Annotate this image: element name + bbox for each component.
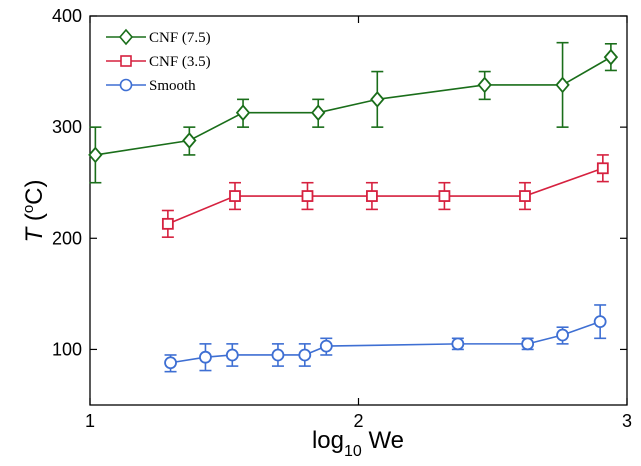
legend-label-cnf-3-5: CNF (3.5) bbox=[149, 54, 211, 70]
y-axis-label-rest: C) bbox=[21, 179, 48, 204]
data-point bbox=[235, 104, 251, 122]
series-line bbox=[170, 320, 601, 364]
data-point bbox=[451, 337, 465, 351]
legend: CNF (7.5) CNF (3.5) Smooth bbox=[106, 28, 211, 94]
legend-entry-cnf-3-5: CNF (3.5) bbox=[106, 54, 211, 70]
legend-marker-cnf-7-5 bbox=[118, 28, 134, 46]
data-point bbox=[596, 162, 609, 175]
data-point bbox=[311, 104, 326, 122]
data-point bbox=[88, 146, 103, 164]
legend-label-smooth: Smooth bbox=[149, 78, 196, 94]
series-cnf-7-5 bbox=[88, 41, 619, 184]
y-tick-label: 400 bbox=[52, 6, 82, 26]
legend-entry-cnf-7-5: CNF (7.5) bbox=[106, 28, 211, 46]
x-tick-label: 1 bbox=[85, 411, 95, 431]
legend-label-cnf-7-5: CNF (7.5) bbox=[149, 30, 211, 46]
series-layer bbox=[88, 41, 619, 373]
data-point bbox=[603, 48, 619, 66]
data-point bbox=[366, 190, 378, 202]
data-point bbox=[521, 337, 535, 351]
data-point bbox=[298, 348, 312, 362]
x-axis-label-subscript: 10 bbox=[344, 443, 362, 460]
x-tick-label: 3 bbox=[622, 411, 632, 431]
legend-marker-smooth bbox=[119, 78, 133, 92]
data-point bbox=[229, 190, 241, 202]
data-point bbox=[438, 190, 451, 202]
data-point bbox=[164, 356, 177, 370]
data-point bbox=[519, 190, 531, 202]
data-point bbox=[182, 132, 197, 149]
y-axis-label-open: ( bbox=[21, 213, 48, 228]
x-axis-label: log10 We bbox=[312, 427, 404, 460]
data-point bbox=[161, 217, 174, 230]
series-smooth bbox=[164, 304, 607, 373]
data-point bbox=[556, 328, 569, 342]
y-axis-label-symbol: T bbox=[21, 226, 48, 243]
data-point bbox=[271, 348, 285, 362]
legend-entry-smooth: Smooth bbox=[106, 78, 196, 94]
x-axis-label-main: log bbox=[312, 427, 344, 454]
data-point bbox=[593, 315, 607, 329]
data-point bbox=[477, 76, 492, 94]
y-tick-label: 200 bbox=[52, 228, 82, 248]
y-tick-label: 300 bbox=[52, 117, 82, 137]
data-point bbox=[319, 339, 333, 353]
x-axis-label-rest: We bbox=[362, 427, 404, 454]
data-point bbox=[199, 350, 212, 364]
y-axis-label-superscript: o bbox=[20, 205, 37, 213]
y-axis-label: T (oC) bbox=[20, 179, 48, 242]
x-tick-label: 2 bbox=[353, 411, 363, 431]
data-point bbox=[301, 190, 314, 202]
series-cnf-3-5 bbox=[161, 154, 609, 238]
legend-marker-cnf-3-5 bbox=[120, 55, 132, 67]
axis-ticks: 1 2 3 100 200 300 400 bbox=[52, 6, 632, 431]
data-point bbox=[225, 348, 239, 362]
series-line bbox=[95, 56, 612, 156]
data-point bbox=[370, 90, 385, 108]
y-tick-label: 100 bbox=[52, 339, 82, 359]
data-point bbox=[555, 76, 570, 94]
